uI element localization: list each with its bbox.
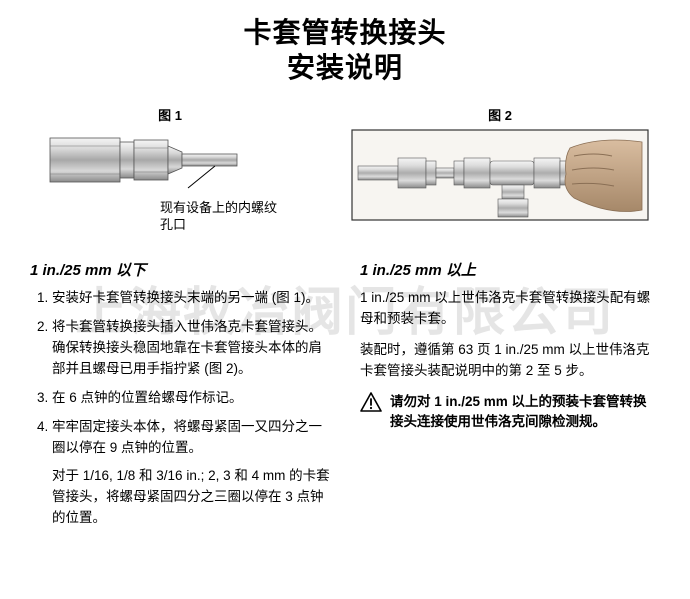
page-title: 卡套管转换接头 安装说明: [30, 15, 660, 85]
title-line-2: 安装说明: [30, 50, 660, 85]
figure-2-label: 图 2: [350, 105, 650, 124]
left-column: 1 in./25 mm 以下 安装好卡套管转换接头末端的另一端 (图 1)。 将…: [30, 259, 330, 529]
figure-2-image: [350, 128, 650, 223]
right-column: 1 in./25 mm 以上 1 in./25 mm 以上世伟洛克卡套管转换接头…: [360, 259, 660, 529]
warning-icon: [360, 392, 382, 419]
warning-block: 请勿对 1 in./25 mm 以上的预装卡套管转换接头连接使用世伟洛克间隙检测…: [360, 392, 660, 433]
title-line-1: 卡套管转换接头: [30, 15, 660, 50]
figure-1-label: 图 1: [30, 105, 310, 124]
step-2: 将卡套管转换接头插入世伟洛克卡套管接头。确保转换接头稳固地靠在卡套管接头本体的肩…: [52, 317, 330, 380]
figure-1-caption-l2: 孔口: [160, 217, 186, 232]
figures-row: 图 1: [30, 105, 660, 234]
figure-2: 图 2: [350, 105, 650, 234]
step-1: 安装好卡套管转换接头末端的另一端 (图 1)。: [52, 288, 330, 309]
figure-1: 图 1: [30, 105, 310, 234]
right-heading: 1 in./25 mm 以上: [360, 259, 660, 282]
figure-1-caption-l1: 现有设备上的内螺纹: [160, 200, 277, 215]
body-columns: 1 in./25 mm 以下 安装好卡套管转换接头末端的另一端 (图 1)。 将…: [30, 259, 660, 529]
left-note: 对于 1/16, 1/8 和 3/16 in.; 2, 3 和 4 mm 的卡套…: [30, 466, 330, 529]
right-p2: 装配时，遵循第 63 页 1 in./25 mm 以上世伟洛克卡套管接头装配说明…: [360, 340, 660, 382]
step-4: 牢牢固定接头本体，将螺母紧固一又四分之一圈以停在 9 点钟的位置。: [52, 417, 330, 459]
right-p1: 1 in./25 mm 以上世伟洛克卡套管转换接头配有螺母和预装卡套。: [360, 288, 660, 330]
steps-list: 安装好卡套管转换接头末端的另一端 (图 1)。 将卡套管转换接头插入世伟洛克卡套…: [30, 288, 330, 458]
left-heading: 1 in./25 mm 以下: [30, 259, 330, 282]
warning-text: 请勿对 1 in./25 mm 以上的预装卡套管转换接头连接使用世伟洛克间隙检测…: [390, 392, 660, 433]
step-3: 在 6 点钟的位置给螺母作标记。: [52, 388, 330, 409]
figure-1-caption: 现有设备上的内螺纹 孔口: [160, 200, 310, 234]
figure-1-image: [30, 128, 310, 198]
